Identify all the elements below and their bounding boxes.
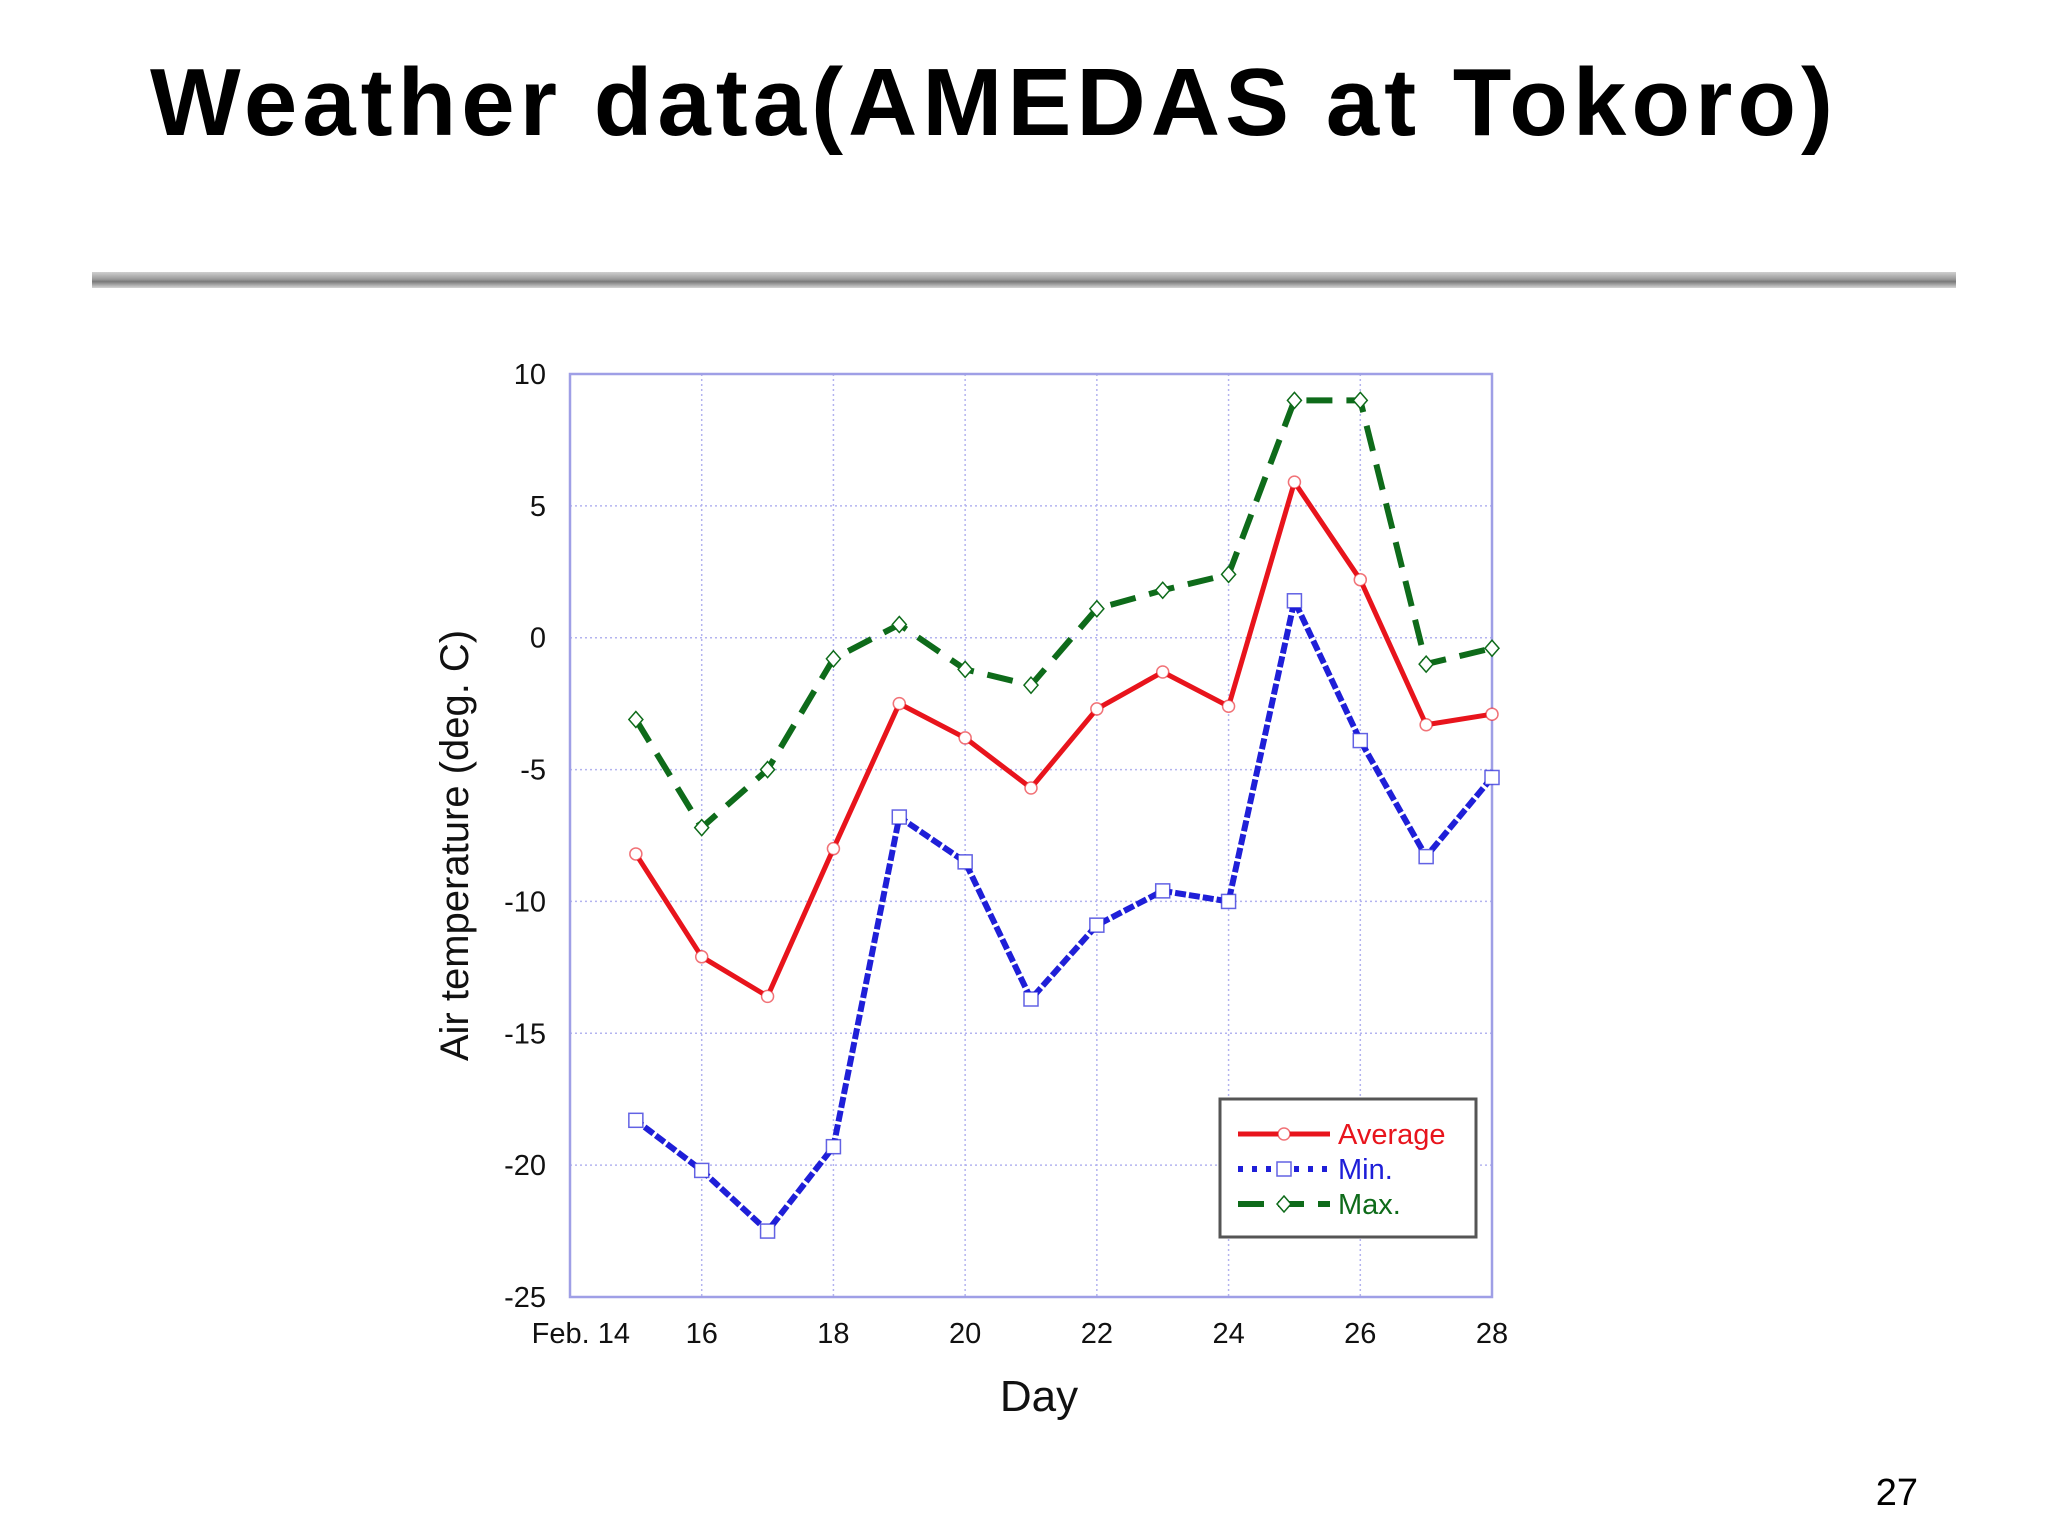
- min-point: [1418, 848, 1434, 865]
- legend-label-average: Average: [1338, 1119, 1446, 1151]
- min-point: [825, 1138, 842, 1155]
- x-tick-label: 16: [686, 1318, 718, 1350]
- y-tick-label: -20: [504, 1150, 546, 1182]
- x-axis-label: Day: [1000, 1372, 1078, 1421]
- series-layer: [627, 391, 1500, 1239]
- min-point: [1484, 769, 1500, 786]
- y-axis-label: Air temperature (deg. C): [433, 630, 477, 1061]
- x-tick-labels: Feb. 14 16 18 20 22 24 26 28: [532, 1318, 1508, 1350]
- x-tick-label: 28: [1476, 1318, 1508, 1350]
- y-tick-label: -15: [504, 1018, 546, 1050]
- max-point: [1088, 599, 1105, 618]
- min-point: [1023, 991, 1039, 1007]
- legend-label-max: Max.: [1338, 1189, 1401, 1221]
- max-point: [891, 615, 908, 634]
- min-point: [1220, 893, 1237, 910]
- slide-title: Weather data(AMEDAS at Tokoro): [150, 49, 1838, 156]
- min-line: [631, 597, 1497, 1235]
- max-point: [1220, 565, 1237, 584]
- average-line: [633, 479, 1493, 999]
- legend-label-min: Min.: [1338, 1154, 1393, 1186]
- min-point: [1352, 732, 1369, 749]
- series-max: [627, 391, 1500, 837]
- plot-frame: [568, 372, 1494, 1299]
- average-point: [694, 950, 709, 964]
- average-point: [629, 847, 643, 861]
- average-point: [760, 989, 775, 1004]
- series-min: [628, 593, 1500, 1239]
- max-point: [1023, 676, 1039, 695]
- x-tick-label: 24: [1212, 1318, 1244, 1350]
- max-point: [759, 760, 776, 779]
- max-point: [1418, 654, 1435, 674]
- page-number: 27: [1875, 1472, 1918, 1514]
- min-point: [759, 1223, 776, 1239]
- min-point: [957, 854, 973, 870]
- y-tick-label: -5: [520, 755, 546, 787]
- min-point: [1154, 883, 1171, 899]
- average-point: [1419, 717, 1433, 732]
- legend-marker-max: [1276, 1194, 1292, 1214]
- x-tick-label: 20: [949, 1318, 981, 1350]
- average-point: [1024, 781, 1038, 795]
- series-average: [629, 475, 1499, 1004]
- x-tick-label: 26: [1344, 1318, 1376, 1350]
- y-tick-label: 0: [530, 623, 546, 655]
- max-point: [627, 710, 644, 729]
- min-point: [1089, 917, 1105, 933]
- max-point: [1286, 391, 1303, 410]
- legend-marker-average: [1277, 1127, 1291, 1141]
- min-point: [628, 1112, 644, 1129]
- y-tick-label: 5: [530, 491, 546, 523]
- max-point: [1484, 639, 1500, 658]
- average-point: [1090, 702, 1104, 716]
- min-point: [1286, 593, 1303, 609]
- title-divider: [92, 272, 1956, 288]
- average-point: [1287, 475, 1302, 489]
- y-tick-label: -25: [504, 1282, 546, 1314]
- average-point: [1221, 699, 1236, 714]
- y-tick-label: 10: [514, 359, 546, 391]
- max-point: [1352, 391, 1369, 410]
- max-line: [633, 397, 1493, 831]
- legend-box: [1218, 1097, 1478, 1239]
- legend-marker-min: [1276, 1161, 1292, 1177]
- average-point: [1155, 665, 1170, 679]
- y-tick-labels: 10 5 0 -5 -10 -15 -20 -25: [504, 359, 546, 1314]
- max-point: [693, 818, 710, 837]
- y-tick-label: -10: [504, 886, 546, 918]
- max-point: [1154, 581, 1171, 600]
- average-point: [1353, 572, 1368, 587]
- average-point: [1485, 707, 1499, 721]
- average-point: [892, 696, 907, 711]
- max-point: [825, 649, 842, 668]
- max-point: [957, 660, 974, 679]
- min-point: [693, 1162, 710, 1179]
- x-tick-label: 22: [1081, 1318, 1113, 1350]
- min-point: [891, 809, 908, 825]
- average-point: [958, 731, 972, 745]
- x-tick-label: Feb. 14: [532, 1318, 630, 1350]
- x-tick-label: 18: [817, 1318, 849, 1350]
- average-point: [826, 841, 841, 856]
